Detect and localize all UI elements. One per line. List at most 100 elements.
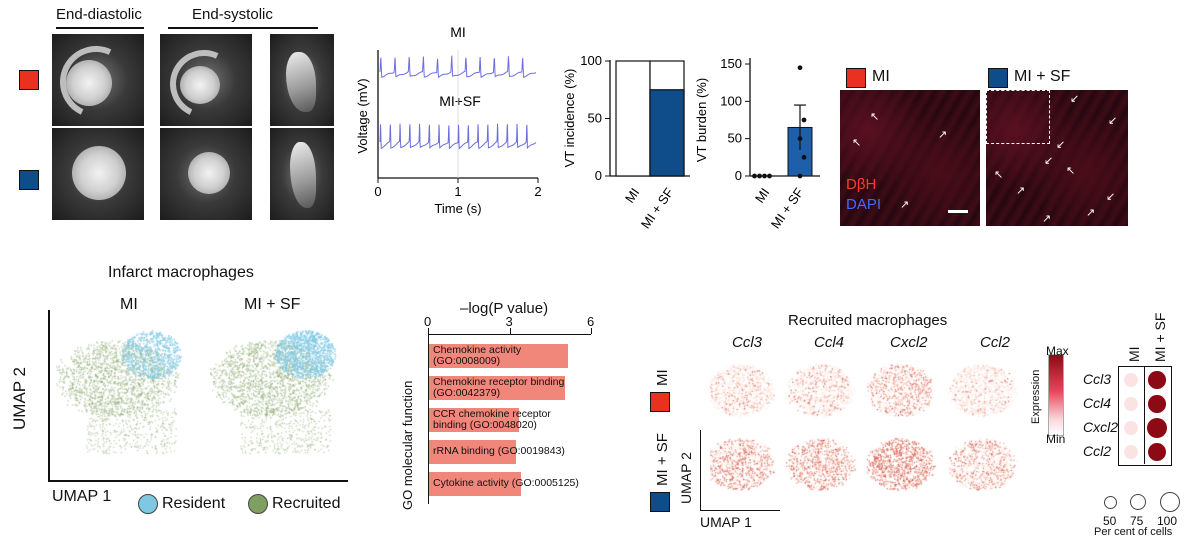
x-tick-label: MI + SF	[638, 185, 677, 231]
expression-colorbar	[1048, 354, 1064, 436]
data-point	[752, 173, 757, 179]
umap-y-axis	[700, 430, 702, 510]
legend-recruited-label: Recruited	[272, 495, 341, 512]
mri-mi-sf-systolic	[160, 128, 252, 220]
x-axis-label: Time (s)	[434, 201, 481, 216]
scale-bar	[948, 210, 968, 213]
go-bar	[429, 376, 565, 400]
go-tick	[591, 328, 593, 334]
y-tick-label: 100	[720, 93, 742, 108]
mri-mi-sf-diastolic	[52, 128, 144, 220]
size-legend-100	[1160, 492, 1180, 512]
go-term-label: Cytokine activity (GO:0005125)	[433, 477, 579, 489]
mi-color-swatch	[650, 392, 670, 412]
panel-b-ecg: MI MI+SF 0 1 2 Time (s) Voltage (mV)	[355, 24, 542, 216]
data-point	[797, 173, 803, 179]
group-label-mi: MI	[120, 296, 138, 313]
trace-label-mi-sf: MI+SF	[439, 93, 481, 109]
data-point	[767, 173, 772, 179]
umap-x-axis	[48, 480, 348, 482]
fluorescence-image-mi-sf: ↙ ↙ ↙ ↙ ↖ ↖ ↗ ↙ ↗ ↗	[986, 90, 1128, 226]
colorbar-max: Max	[1046, 344, 1069, 358]
y-tick-label: 50	[588, 111, 602, 126]
dotplot-gene-label: Ccl2	[1083, 443, 1112, 459]
stain-label-dbh: DβH	[846, 176, 877, 193]
mri-mi-long-axis	[270, 34, 334, 126]
umap-plot-mi-sf	[210, 318, 360, 468]
x-tick-label: MI + SF	[768, 185, 807, 231]
go-tick	[509, 328, 511, 334]
go-bar	[429, 472, 522, 496]
go-bar	[429, 408, 519, 432]
y-axis-label: VT burden (%)	[694, 78, 709, 162]
dotplot-dot	[1124, 397, 1138, 411]
size-label: 50	[1103, 514, 1117, 528]
dotplot-dot	[1124, 421, 1138, 435]
umap-x-label: UMAP 1	[52, 488, 112, 505]
dotplot-divider	[1144, 366, 1145, 464]
trace-label-mi: MI	[450, 24, 466, 40]
size-legend-75	[1130, 494, 1146, 510]
end-systolic-header: End-systolic	[192, 6, 273, 23]
data-point	[801, 117, 807, 123]
go-bar	[429, 440, 516, 464]
go-term-label: Chemokine receptor binding	[433, 376, 565, 388]
y-axis-label: VT incidence (%)	[562, 69, 577, 168]
header-underline	[168, 27, 318, 29]
gene-label: Ccl3	[732, 334, 763, 351]
row-label-mi: MI	[654, 369, 671, 386]
umap-plot-mi	[56, 318, 206, 468]
gene-label: Ccl2	[980, 334, 1011, 351]
go-bar	[429, 344, 568, 368]
dot-col-mi: MI	[1126, 346, 1142, 362]
bar-mi-total	[615, 60, 651, 177]
size-label: 75	[1130, 514, 1144, 528]
colorbar-min: Min	[1046, 432, 1066, 446]
go-tick-label: 6	[587, 314, 595, 329]
go-term-id: (GO:0008009)	[433, 355, 501, 367]
go-term-id: binding (GO:0048020)	[433, 419, 537, 431]
data-point	[762, 173, 767, 179]
panel-d-vt-burden: VT burden (%) 0 50 100 150 MI MI + SF	[694, 56, 820, 231]
umap-title: Infarct macrophages	[108, 264, 254, 281]
dotplot-gene-label: Ccl4	[1083, 395, 1112, 411]
mi-color-swatch	[19, 70, 39, 90]
go-term-label: Chemokine activity	[433, 344, 522, 356]
umap-x-label: UMAP 1	[700, 514, 752, 530]
dotplot-frame	[1118, 366, 1172, 466]
data-point	[797, 65, 803, 71]
stain-label-dapi: DAPI	[846, 196, 882, 213]
gene-expression-umaps	[710, 352, 1030, 512]
x-tick-label: MI	[752, 185, 773, 205]
umap-y-label: UMAP 2	[10, 367, 29, 430]
mi-sf-color-swatch	[988, 68, 1008, 88]
x-tick: 1	[454, 184, 461, 199]
size-legend-title: Per cent of cells	[1094, 526, 1173, 538]
go-tick-label: 0	[424, 314, 432, 329]
legend-recruited-dot	[248, 494, 268, 514]
x-tick: 0	[374, 184, 381, 199]
label-mi-sf: MI + SF	[1014, 68, 1071, 85]
end-diastolic-header: End-diastolic	[56, 6, 142, 23]
dotplot-dot	[1147, 442, 1167, 462]
y-tick-label: 50	[728, 131, 742, 146]
size-legend-50	[1104, 496, 1117, 509]
go-term-label: CCR chemokine receptor	[433, 408, 551, 420]
mi-color-swatch	[846, 68, 866, 88]
dotplot-dot	[1124, 445, 1138, 459]
dot-col-mi-sf: MI + SF	[1152, 312, 1168, 362]
y-axis-label: Voltage (mV)	[355, 78, 370, 153]
go-tick-label: 3	[505, 314, 513, 329]
go-term-label: rRNA binding (GO:0019843)	[433, 445, 565, 457]
legend-resident-label: Resident	[162, 495, 226, 512]
group-label-mi-sf: MI + SF	[244, 296, 301, 313]
size-label: 100	[1157, 514, 1178, 528]
go-top-axis	[428, 334, 591, 336]
go-y-label: GO molecular function	[400, 380, 415, 510]
x-tick: 2	[534, 184, 541, 199]
y-tick-label: 0	[735, 168, 742, 183]
mri-mi-sf-long-axis	[270, 128, 334, 220]
y-tick-label: 0	[595, 168, 602, 183]
dotplot-dot	[1124, 373, 1138, 387]
inset-box	[986, 90, 1050, 144]
